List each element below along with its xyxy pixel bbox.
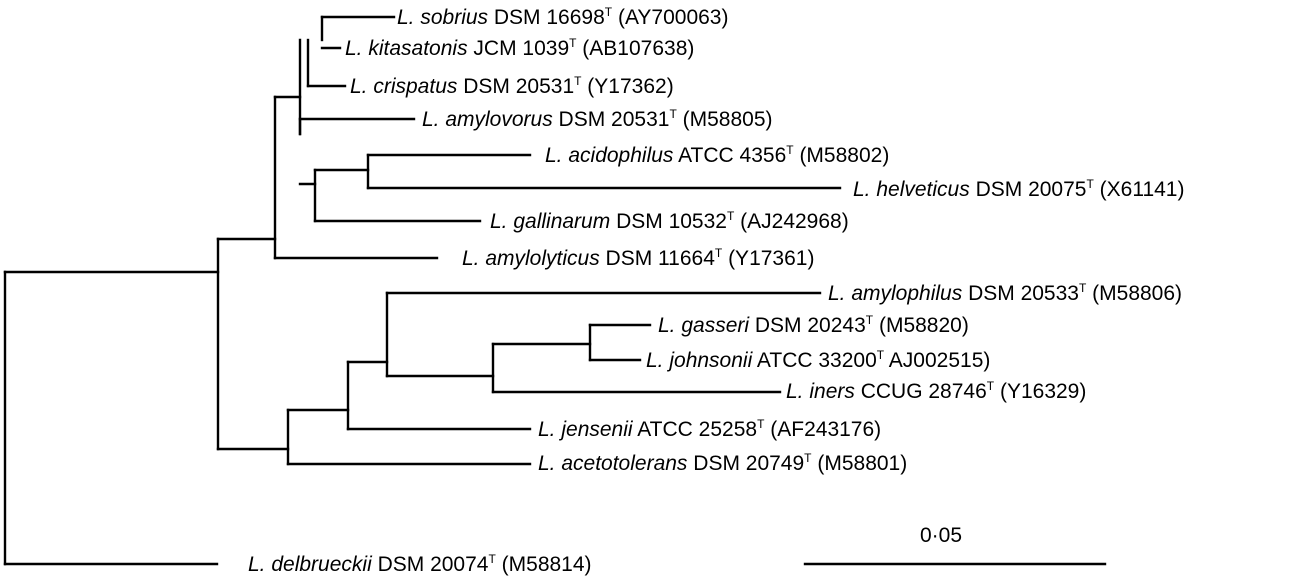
taxon-label-jensenii: L. jensenii ATCC 25258T (AF243176) — [538, 417, 881, 441]
type-strain-mark: T — [987, 379, 995, 393]
accession-number: (M58802) — [794, 144, 890, 167]
species-name: L. amylophilus — [828, 282, 963, 305]
species-name: L. helveticus — [853, 178, 970, 201]
strain-id: CCUG 28746 — [855, 380, 987, 403]
taxon-label-amylolyticus: L. amylolyticus DSM 11664T (Y17361) — [462, 246, 814, 270]
species-name: L. crispatus — [350, 75, 458, 98]
type-strain-mark: T — [877, 348, 885, 362]
taxon-label-gasseri: L. gasseri DSM 20243T (M58820) — [658, 313, 969, 337]
species-name: L. delbrueckii — [248, 553, 373, 576]
type-strain-mark: T — [488, 552, 496, 566]
species-name: L. jensenii — [538, 418, 634, 441]
accession-number: (M58806) — [1086, 282, 1182, 305]
species-name: L. amylovorus — [422, 108, 553, 131]
strain-id: DSM 20074 — [372, 553, 489, 576]
type-strain-mark: T — [804, 451, 812, 465]
tree-branches — [3, 15, 842, 566]
strain-id: DSM 20531 — [457, 75, 574, 98]
taxon-label-amylovorus: L. amylovorus DSM 20531T (M58805) — [422, 107, 773, 131]
type-strain-mark: T — [786, 143, 794, 157]
type-strain-mark: T — [1086, 177, 1094, 191]
taxon-label-sobrius: L. sobrius DSM 16698T (AY700063) — [397, 5, 728, 29]
type-strain-mark: T — [727, 209, 735, 223]
species-name: L. acidophilus — [545, 144, 674, 167]
taxon-label-amylophilus: L. amylophilus DSM 20533T (M58806) — [828, 281, 1182, 305]
strain-id: DSM 20533 — [962, 282, 1079, 305]
type-strain-mark: T — [866, 313, 874, 327]
accession-number: (AB107638) — [576, 37, 694, 60]
type-strain-mark: T — [669, 107, 677, 121]
scale-bar-label: 0·05 — [920, 524, 962, 547]
strain-id: ATCC 25258 — [633, 418, 758, 441]
strain-id: DSM 20531 — [553, 108, 670, 131]
type-strain-mark: T — [569, 36, 577, 50]
type-strain-mark: T — [715, 246, 723, 260]
accession-number: (AF243176) — [764, 418, 881, 441]
strain-id: DSM 11664 — [600, 247, 715, 270]
accession-number: (Y17362) — [581, 75, 673, 98]
strain-id: DSM 16698 — [488, 6, 605, 29]
taxon-label-crispatus: L. crispatus DSM 20531T (Y17362) — [350, 74, 674, 98]
species-name: L. iners — [786, 380, 855, 403]
accession-number: AJ002515) — [884, 349, 990, 372]
strain-id: DSM 10532 — [610, 210, 727, 233]
taxon-label-gallinarum: L. gallinarum DSM 10532T (AJ242968) — [490, 209, 849, 233]
taxon-labels: L. sobrius DSM 16698T (AY700063)L. kitas… — [248, 5, 1184, 576]
species-name: L. acetotolerans — [538, 452, 688, 475]
strain-id: JCM 1039 — [468, 37, 570, 60]
scale-bar: 0·05 — [803, 524, 1107, 566]
species-name: L. amylolyticus — [462, 247, 600, 270]
type-strain-mark: T — [574, 74, 582, 88]
taxon-label-iners: L. iners CCUG 28746T (Y16329) — [786, 379, 1086, 403]
accession-number: (X61141) — [1094, 178, 1185, 201]
strain-id: ATCC 33200 — [752, 349, 877, 372]
taxon-label-helveticus: L. helveticus DSM 20075T (X61141) — [853, 177, 1184, 201]
accession-number: (Y17361) — [722, 247, 814, 270]
species-name: L. gasseri — [658, 314, 750, 337]
taxon-label-acetotolerans: L. acetotolerans DSM 20749T (M58801) — [538, 451, 907, 475]
accession-number: (M58814) — [496, 553, 592, 576]
accession-number: (Y16329) — [994, 380, 1086, 403]
accession-number: (M58801) — [812, 452, 908, 475]
accession-number: (M58820) — [873, 314, 969, 337]
taxon-label-johnsonii: L. johnsonii ATCC 33200T AJ002515) — [646, 348, 990, 372]
strain-id: ATCC 4356 — [673, 144, 786, 167]
accession-number: (AY700063) — [612, 6, 728, 29]
taxon-label-acidophilus: L. acidophilus ATCC 4356T (M58802) — [545, 143, 889, 167]
accession-number: (M58805) — [677, 108, 773, 131]
type-strain-mark: T — [1079, 281, 1087, 295]
strain-id: DSM 20075 — [970, 178, 1087, 201]
species-name: L. sobrius — [397, 6, 489, 29]
accession-number: (AJ242968) — [734, 210, 848, 233]
species-name: L. kitasatonis — [345, 37, 468, 60]
species-name: L. gallinarum — [490, 210, 610, 233]
species-name: L. johnsonii — [646, 349, 754, 372]
type-strain-mark: T — [605, 5, 613, 19]
taxon-label-kitasatonis: L. kitasatonis JCM 1039T (AB107638) — [345, 36, 694, 60]
strain-id: DSM 20243 — [749, 314, 866, 337]
type-strain-mark: T — [757, 417, 765, 431]
taxon-label-delbrueckii: L. delbrueckii DSM 20074T (M58814) — [248, 552, 592, 576]
strain-id: DSM 20749 — [687, 452, 804, 475]
